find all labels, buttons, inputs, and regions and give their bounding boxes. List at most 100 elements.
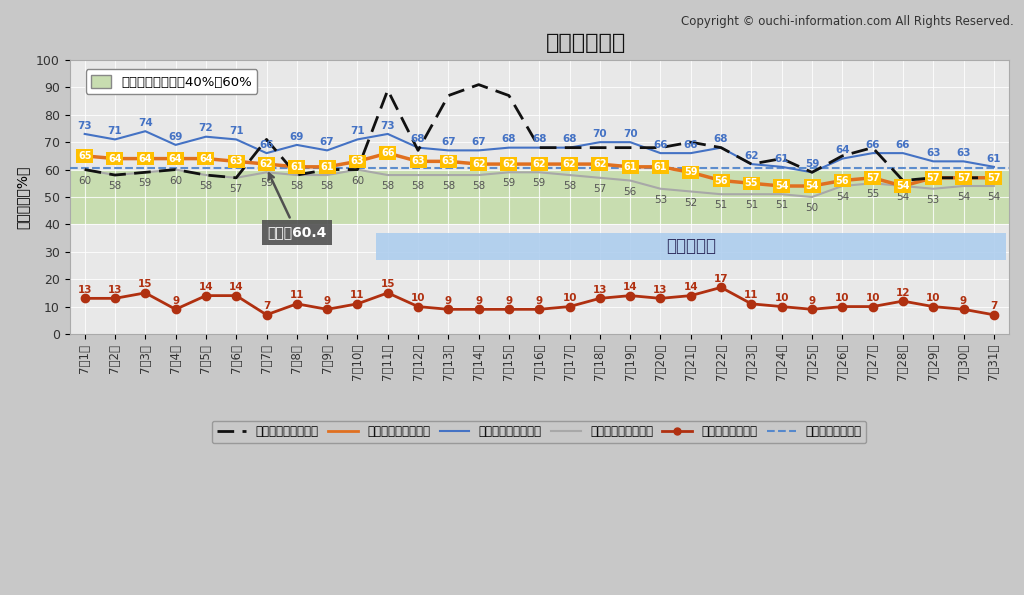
Text: 70: 70	[593, 129, 607, 139]
Text: 54: 54	[896, 181, 909, 191]
Text: 57: 57	[987, 173, 1000, 183]
Text: 74: 74	[138, 118, 153, 128]
Text: 64: 64	[169, 154, 182, 164]
Text: 68: 68	[411, 134, 425, 145]
Text: 68: 68	[532, 134, 547, 145]
Text: 60: 60	[78, 176, 91, 186]
Text: 15: 15	[381, 279, 395, 289]
Text: 73: 73	[78, 121, 92, 131]
Text: 50: 50	[806, 203, 818, 213]
Text: 51: 51	[775, 201, 788, 210]
Text: 54: 54	[775, 181, 788, 191]
Text: 57: 57	[956, 173, 971, 183]
Text: 9: 9	[324, 296, 331, 306]
Text: 54: 54	[956, 192, 970, 202]
Text: 59: 59	[138, 178, 152, 189]
Text: 13: 13	[653, 285, 668, 295]
Text: 73: 73	[381, 121, 395, 131]
Text: 62: 62	[593, 159, 606, 169]
Text: 58: 58	[441, 181, 455, 191]
Text: 64: 64	[138, 154, 152, 164]
Text: 58: 58	[412, 181, 425, 191]
Text: 10: 10	[411, 293, 425, 303]
Text: 69: 69	[168, 131, 183, 142]
Text: 54: 54	[987, 192, 1000, 202]
Text: 55: 55	[866, 189, 880, 199]
Text: 58: 58	[290, 181, 303, 191]
Text: 71: 71	[350, 126, 365, 136]
Legend: 屋外の平均相対湿度, 一日の平均相対湿度, 一日の最高相対湿度, 一日の最低相対湿度, 屋内の相対湿度差, 月の平均相対湿度: 屋外の平均相対湿度, 一日の平均相対湿度, 一日の最高相対湿度, 一日の最低相対…	[212, 421, 866, 443]
Text: 10: 10	[835, 293, 850, 303]
Text: 61: 61	[624, 162, 637, 172]
Text: 54: 54	[896, 192, 909, 202]
Text: 70: 70	[623, 129, 638, 139]
Text: 除湿機使用: 除湿機使用	[666, 237, 716, 255]
Text: 56: 56	[624, 187, 637, 196]
Text: 9: 9	[809, 296, 815, 306]
Text: 59: 59	[805, 159, 819, 169]
Text: 57: 57	[229, 184, 243, 194]
Text: 66: 66	[259, 140, 273, 150]
Text: 57: 57	[866, 173, 880, 183]
Text: 14: 14	[229, 282, 244, 292]
Text: 72: 72	[199, 123, 213, 133]
FancyBboxPatch shape	[376, 233, 1006, 260]
Text: 11: 11	[290, 290, 304, 300]
Text: 58: 58	[472, 181, 485, 191]
Text: 7: 7	[263, 301, 270, 311]
Text: 56: 56	[836, 176, 849, 186]
Text: 66: 66	[381, 148, 394, 158]
Text: 68: 68	[714, 134, 728, 145]
Text: 71: 71	[229, 126, 244, 136]
Text: 9: 9	[475, 296, 482, 306]
Text: 61: 61	[653, 162, 668, 172]
Text: 61: 61	[321, 162, 334, 172]
Text: 7: 7	[990, 301, 997, 311]
Text: 14: 14	[683, 282, 698, 292]
Text: 61: 61	[986, 154, 1001, 164]
Text: 68: 68	[502, 134, 516, 145]
Text: 51: 51	[715, 201, 728, 210]
Text: 63: 63	[926, 148, 940, 158]
Text: 58: 58	[200, 181, 213, 191]
Text: 67: 67	[319, 137, 335, 147]
Text: 63: 63	[350, 156, 365, 167]
Text: 14: 14	[199, 282, 213, 292]
Text: 9: 9	[506, 296, 513, 306]
Text: 52: 52	[684, 198, 697, 208]
Text: 62: 62	[260, 159, 273, 169]
Text: 62: 62	[472, 159, 485, 169]
Text: 67: 67	[441, 137, 456, 147]
Text: 10: 10	[865, 293, 880, 303]
Text: 58: 58	[321, 181, 334, 191]
Text: 59: 59	[684, 167, 697, 177]
Text: 53: 53	[927, 195, 940, 205]
Text: 9: 9	[536, 296, 543, 306]
Text: 11: 11	[744, 290, 759, 300]
Text: 63: 63	[441, 156, 455, 167]
Text: 63: 63	[956, 148, 971, 158]
Text: 58: 58	[109, 181, 122, 191]
Y-axis label: 相対湿度［%］: 相対湿度［%］	[15, 165, 29, 228]
Text: 59: 59	[532, 178, 546, 189]
Text: 64: 64	[199, 154, 213, 164]
Text: 9: 9	[959, 296, 967, 306]
Text: 57: 57	[927, 173, 940, 183]
Text: 9: 9	[444, 296, 452, 306]
Text: 67: 67	[471, 137, 486, 147]
Text: 66: 66	[653, 140, 668, 150]
Text: 59: 59	[503, 178, 516, 189]
Text: 61: 61	[290, 162, 303, 172]
Text: 58: 58	[381, 181, 394, 191]
Bar	[70, 170, 1009, 224]
Text: 13: 13	[108, 285, 122, 295]
Text: 59: 59	[260, 178, 273, 189]
Text: 12: 12	[896, 287, 910, 298]
Text: 54: 54	[805, 181, 819, 191]
Text: 13: 13	[593, 285, 607, 295]
Text: 66: 66	[865, 140, 880, 150]
Text: 62: 62	[502, 159, 516, 169]
Text: 11: 11	[350, 290, 365, 300]
Text: 10: 10	[774, 293, 788, 303]
Text: 56: 56	[715, 176, 728, 186]
